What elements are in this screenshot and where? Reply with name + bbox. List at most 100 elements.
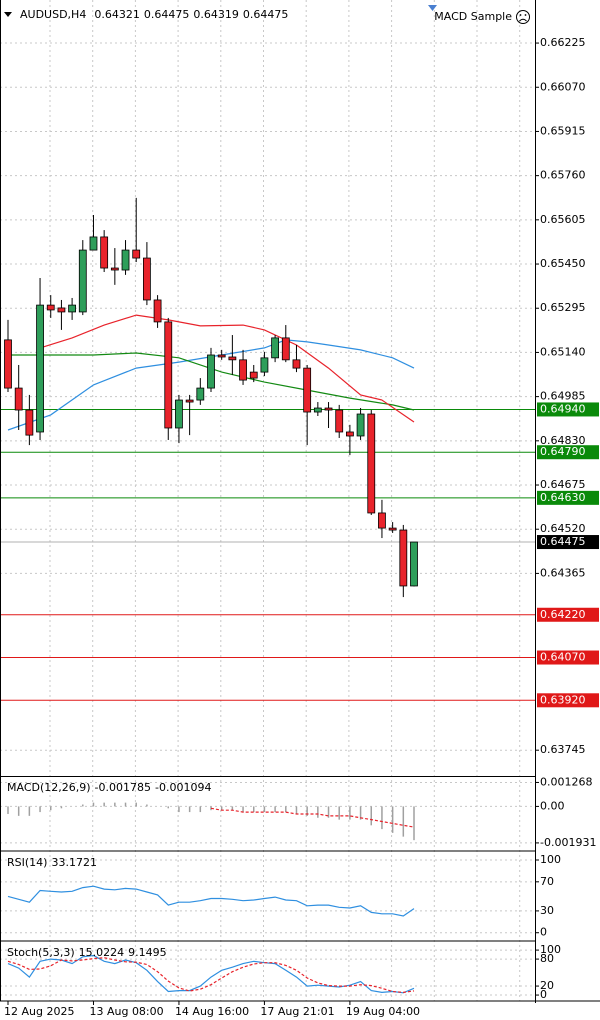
level-label-box [537, 402, 599, 417]
series-line [39, 314, 415, 423]
candle-body [196, 387, 205, 401]
candle-body [110, 267, 119, 271]
level-label: 0.64070 [540, 651, 586, 664]
expert-icon-mouth [519, 18, 527, 22]
expert-marker [428, 5, 437, 11]
series-line [7, 957, 415, 994]
y-tick-label: 100 [540, 853, 561, 866]
candle-body [249, 371, 258, 379]
candle-body [153, 299, 162, 323]
ohlc-value: 0.64321 [94, 8, 140, 21]
panel-value: 33.1721 [51, 856, 97, 869]
candle-body [388, 527, 397, 531]
series-line [7, 885, 415, 917]
candle-body [121, 249, 130, 271]
x-tick-label: 12 Aug 2025 [4, 1005, 74, 1018]
labels-layer: 0.66225 0.66070 0.65915 0.65760 0.65605 0.654… [4, 8, 599, 1018]
y-tick-label: 0.63745 [540, 743, 586, 756]
x-tick-label: 19 Aug 04:00 [346, 1005, 420, 1018]
y-tick-label: 0 [540, 926, 547, 939]
level-label-box [537, 445, 599, 460]
candle-body [292, 359, 301, 369]
y-tick-label: 70 [540, 875, 554, 888]
candle-body [271, 337, 280, 359]
current-price-box [537, 535, 599, 550]
candle-body [78, 249, 87, 313]
marks-layer [0, 197, 535, 994]
ohlc-value: 0.64319 [193, 8, 239, 21]
candle-body [303, 367, 312, 413]
y-tick-label: 0.64520 [540, 522, 586, 535]
level-label-box [537, 693, 599, 708]
y-tick-label: 0.66225 [540, 36, 586, 49]
y-tick-label: 0.65295 [540, 301, 586, 314]
ohlc-value: 0.64475 [243, 8, 289, 21]
candle-body [132, 249, 141, 259]
y-tick-label: 0.001268 [540, 775, 593, 788]
candle-body [313, 407, 322, 413]
y-tick-label: 0.66070 [540, 80, 586, 93]
candle-body [367, 413, 376, 514]
level-label: 0.63920 [540, 693, 586, 706]
x-tick-label: 14 Aug 16:00 [175, 1005, 249, 1018]
y-tick-label: 100 [540, 943, 561, 956]
y-tick-label: 0.65760 [540, 169, 586, 182]
candle-body [356, 413, 365, 437]
candle-body [36, 304, 44, 433]
candle-body [175, 399, 183, 429]
candle-body [57, 307, 66, 313]
candle-body [100, 236, 109, 269]
y-tick-label: 0.64675 [540, 478, 586, 491]
panel-value: 9.1495 [128, 946, 167, 959]
y-tick-label: 0.65915 [540, 124, 586, 137]
candle-body [185, 399, 194, 403]
expert-icon-eye [524, 14, 527, 16]
level-label-box [537, 490, 599, 505]
ohlc-value: 0.64475 [144, 8, 190, 21]
candle-body [68, 304, 77, 313]
candle-body [324, 407, 333, 411]
level-label-box [537, 607, 599, 622]
panel-value: -0.001785 [95, 781, 151, 794]
candle-body [14, 387, 23, 411]
y-tick-label: 0.64365 [540, 566, 586, 579]
level-label: 0.64630 [540, 491, 586, 504]
level-label: 0.64940 [540, 402, 586, 415]
panel-title: RSI(14) [7, 856, 47, 869]
candle-body [228, 356, 237, 361]
candle-body [4, 339, 12, 389]
level-label: 0.64220 [540, 608, 586, 621]
candle-body [281, 337, 290, 361]
y-tick-label: 0.65140 [540, 345, 586, 358]
y-tick-label: -0.001931 [540, 836, 596, 849]
level-label: 0.64790 [540, 445, 586, 458]
y-tick-label: 0.00 [540, 799, 565, 812]
expert-name: MACD Sample [434, 10, 512, 23]
candle-body [335, 409, 344, 433]
symbol-title: AUDUSD,H4 [20, 8, 86, 21]
candle-body [46, 304, 55, 311]
grid-layer [0, 0, 539, 1005]
y-tick-label: 80 [540, 952, 554, 965]
expert-icon [516, 10, 530, 24]
expert-icon-eye [519, 14, 522, 16]
y-tick-label: 0 [540, 988, 547, 1001]
level-label-box [537, 650, 599, 665]
y-tick-label: 30 [540, 904, 554, 917]
candle-body [345, 431, 354, 437]
y-tick-label: 0.64985 [540, 390, 586, 403]
candle-body [217, 354, 226, 358]
candle-body [378, 512, 386, 529]
candle-body [25, 409, 34, 436]
panel-title: MACD(12,26,9) [7, 781, 91, 794]
current-price-label: 0.64475 [540, 535, 586, 548]
series-line [210, 807, 415, 828]
y-tick-label: 0.65450 [540, 257, 586, 270]
candle-body [239, 359, 247, 381]
candle-body [89, 236, 98, 251]
candle-body [410, 541, 418, 587]
